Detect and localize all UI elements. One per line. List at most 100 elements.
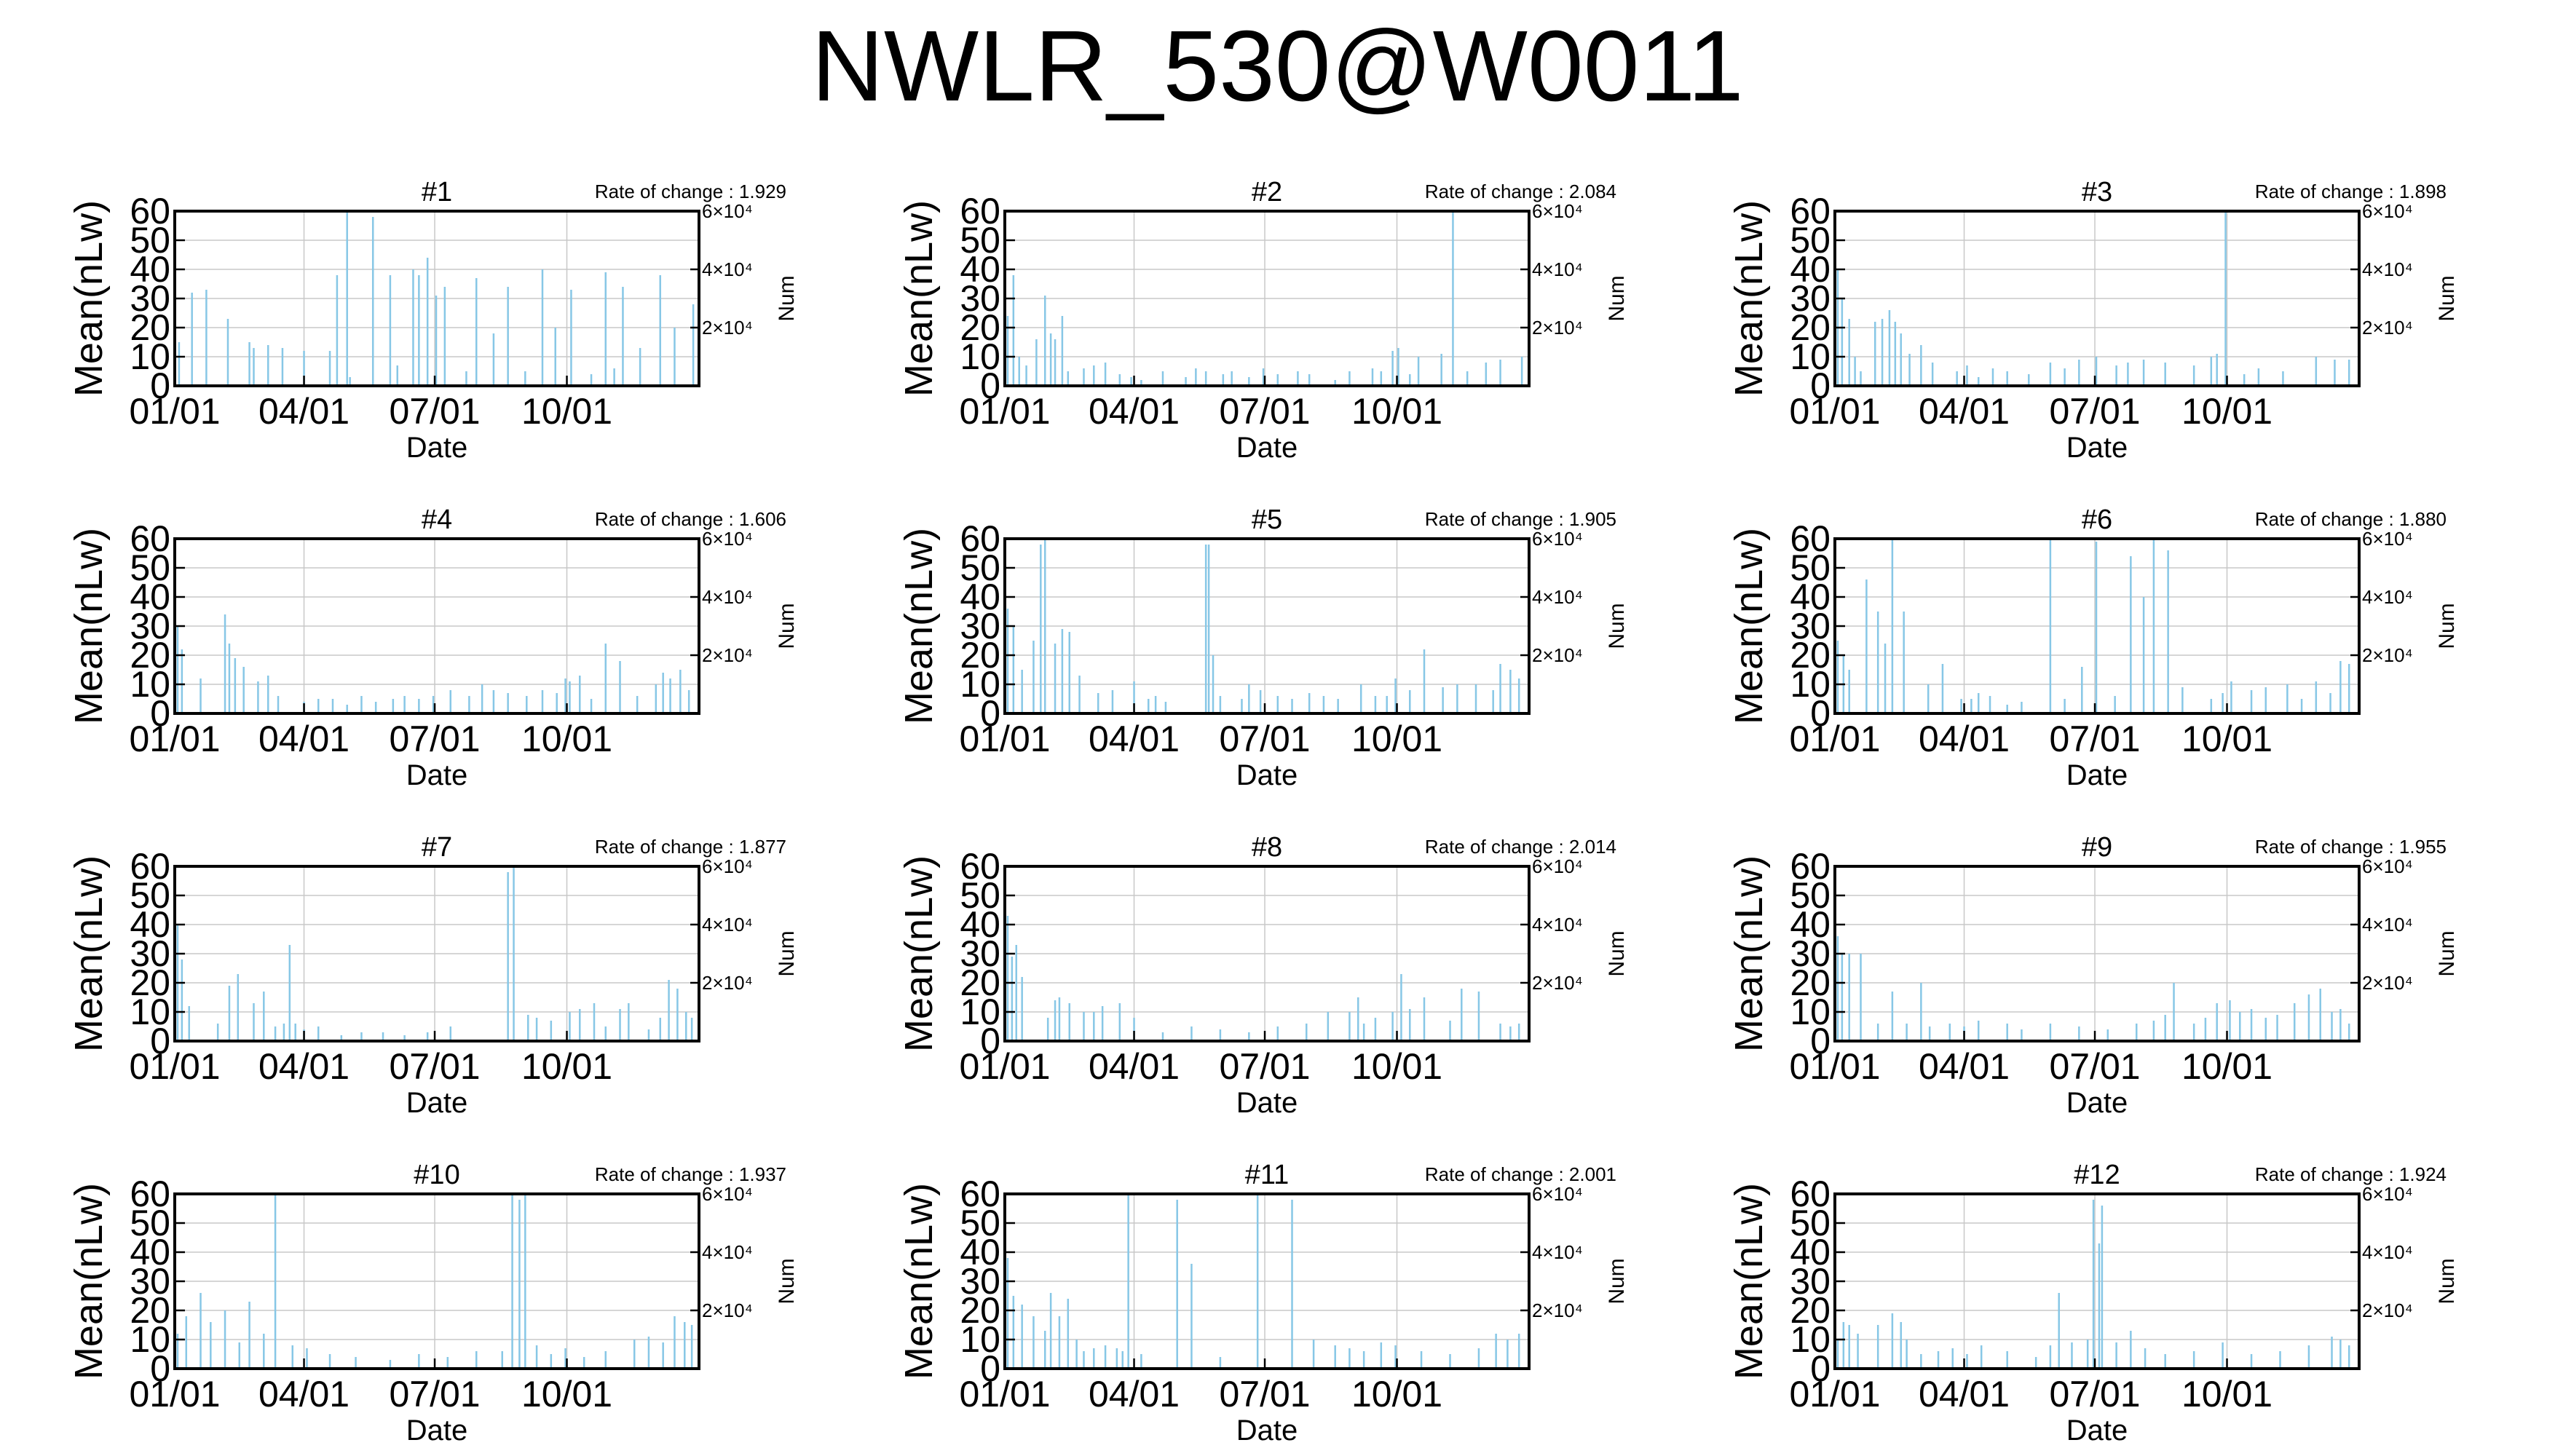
y-tick-label: 50 (130, 1203, 170, 1243)
x-axis-label: Date (406, 759, 468, 791)
y-tick-label: 40 (1790, 1232, 1831, 1273)
y2-tick-label: 2×10⁴ (1532, 972, 1583, 994)
x-tick-label: 01/01 (129, 391, 220, 432)
x-tick-label: 07/01 (389, 719, 480, 759)
x-tick-label: 04/01 (1919, 1374, 2010, 1415)
y-axis-label: Mean(nLw) (1727, 1183, 1771, 1380)
x-tick-label: 01/01 (959, 719, 1050, 759)
x-tick-label: 07/01 (1219, 391, 1310, 432)
x-axis-label: Date (1236, 759, 1298, 791)
x-tick-label: 01/01 (1789, 1374, 1880, 1415)
y-tick-label: 40 (960, 904, 1000, 945)
y2-axis-label: Num (775, 930, 799, 976)
y-tick-label: 40 (130, 249, 170, 290)
y-tick-label: 0 (150, 693, 170, 734)
y-tick-label: 0 (980, 693, 1000, 734)
x-tick-label: 10/01 (1351, 719, 1442, 759)
x-axis-label: Date (406, 1087, 468, 1119)
y2-tick-label: 6×10⁴ (2362, 1183, 2413, 1205)
y-tick-label: 20 (130, 1290, 170, 1331)
y-tick-label: 0 (1810, 693, 1831, 734)
rate-of-change-label: Rate of change : 1.880 (2255, 508, 2447, 530)
y-tick-label: 0 (980, 1348, 1000, 1389)
y-tick-label: 10 (130, 664, 170, 705)
y2-tick-label: 2×10⁴ (1532, 317, 1583, 339)
y-tick-label: 40 (130, 904, 170, 945)
y-tick-label: 60 (130, 518, 170, 559)
x-axis-label: Date (2066, 432, 2128, 464)
y-tick-label: 50 (960, 547, 1000, 588)
y-tick-label: 10 (960, 664, 1000, 705)
x-tick-label: 10/01 (2181, 1046, 2272, 1087)
y-axis-label: Mean(nLw) (1727, 528, 1771, 724)
y2-axis-label: Num (2435, 930, 2459, 976)
x-tick-label: 04/01 (258, 391, 350, 432)
x-axis-label: Date (406, 432, 468, 464)
x-tick-label: 01/01 (1789, 1046, 1880, 1087)
rate-of-change-label: Rate of change : 1.898 (2255, 181, 2447, 202)
y2-tick-label: 2×10⁴ (2362, 317, 2413, 339)
y-tick-label: 60 (130, 191, 170, 232)
x-tick-label: 01/01 (129, 1046, 220, 1087)
x-tick-label: 10/01 (521, 391, 612, 432)
y-axis-label: Mean(nLw) (1727, 855, 1771, 1052)
y-tick-label: 0 (150, 365, 170, 406)
x-axis-label: Date (1236, 432, 1298, 464)
y-tick-label: 20 (1790, 962, 1831, 1003)
y2-tick-label: 6×10⁴ (702, 200, 753, 222)
x-tick-label: 10/01 (2181, 1374, 2272, 1415)
y-tick-label: 0 (150, 1021, 170, 1061)
y-tick-label: 40 (1790, 577, 1831, 617)
y2-tick-label: 2×10⁴ (2362, 972, 2413, 994)
y2-tick-label: 2×10⁴ (2362, 1299, 2413, 1321)
y-tick-label: 20 (1790, 1290, 1831, 1331)
y2-tick-label: 4×10⁴ (1532, 258, 1583, 280)
x-tick-label: 07/01 (389, 1374, 480, 1415)
x-tick-label: 07/01 (1219, 1374, 1310, 1415)
rate-of-change-label: Rate of change : 1.937 (595, 1163, 786, 1185)
x-tick-label: 10/01 (521, 1374, 612, 1415)
y-tick-label: 20 (1790, 307, 1831, 348)
y2-tick-label: 4×10⁴ (2362, 1241, 2413, 1263)
y-tick-label: 50 (130, 220, 170, 261)
y-tick-label: 50 (130, 547, 170, 588)
y-tick-label: 0 (980, 1021, 1000, 1061)
x-axis-label: Date (406, 1415, 468, 1447)
y-tick-label: 60 (960, 518, 1000, 559)
y2-tick-label: 6×10⁴ (2362, 200, 2413, 222)
x-tick-label: 07/01 (1219, 1046, 1310, 1087)
y-tick-label: 20 (960, 962, 1000, 1003)
y-tick-label: 30 (960, 606, 1000, 646)
panel-title: #1 (422, 177, 452, 207)
y2-tick-label: 6×10⁴ (1532, 1183, 1583, 1205)
y-tick-label: 30 (130, 1261, 170, 1302)
panel-title: #10 (414, 1160, 459, 1190)
x-axis-label: Date (2066, 1087, 2128, 1119)
y-tick-label: 0 (1810, 365, 1831, 406)
y-tick-label: 30 (1790, 278, 1831, 319)
y-tick-label: 20 (960, 635, 1000, 676)
panel-title: #6 (2082, 505, 2112, 535)
y2-tick-label: 4×10⁴ (2362, 586, 2413, 608)
x-tick-label: 07/01 (2049, 719, 2140, 759)
y-axis-label: Mean(nLw) (67, 528, 111, 724)
x-tick-label: 01/01 (129, 1374, 220, 1415)
y2-tick-label: 6×10⁴ (1532, 200, 1583, 222)
y-tick-label: 0 (980, 365, 1000, 406)
x-tick-label: 04/01 (1089, 1046, 1180, 1087)
x-tick-label: 01/01 (1789, 391, 1880, 432)
x-tick-label: 01/01 (129, 719, 220, 759)
rate-of-change-label: Rate of change : 1.877 (595, 836, 786, 858)
x-tick-label: 04/01 (1089, 1374, 1180, 1415)
y-axis-label: Mean(nLw) (67, 1183, 111, 1380)
y2-axis-label: Num (2435, 1258, 2459, 1304)
y-tick-label: 10 (1790, 664, 1831, 705)
x-tick-label: 01/01 (1789, 719, 1880, 759)
